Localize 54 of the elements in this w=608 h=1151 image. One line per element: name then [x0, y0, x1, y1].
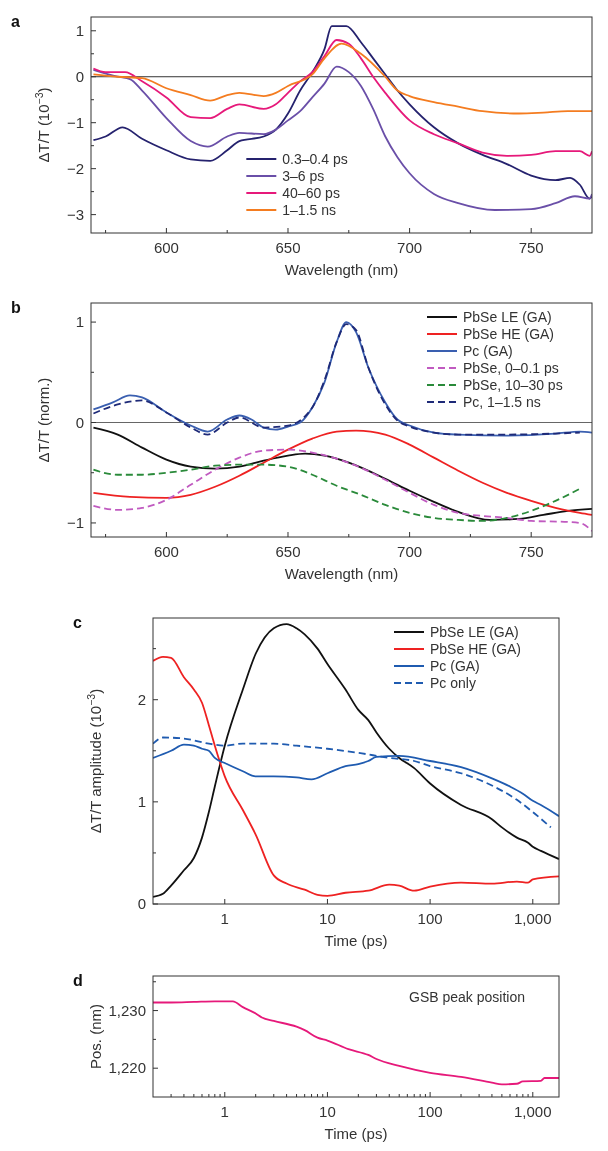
y-tick-label: 1,220 [108, 1059, 146, 1077]
x-axis-title: Wavelength (nm) [284, 261, 399, 278]
chart-title: d [73, 972, 83, 989]
x-axis-title: Wavelength (nm) [284, 565, 399, 582]
x-tick-label: 1 [220, 910, 229, 927]
legend-label: PbSe HE (GA) [430, 641, 522, 657]
legend-label: Pc (GA) [430, 658, 480, 674]
y-axis-title: Pos. (nm) [87, 1003, 104, 1070]
x-tick-label: 600 [153, 543, 179, 560]
x-tick-label: 750 [518, 543, 544, 560]
legend-label: Pc, 1–1.5 ns [463, 394, 541, 410]
x-tick-label: 600 [153, 239, 179, 256]
x-tick-label: 1,000 [514, 1103, 552, 1120]
annotation: GSB peak position [409, 989, 525, 1005]
legend-label: 0.3–0.4 ps [282, 151, 348, 167]
y-tick-label: −3 [66, 205, 84, 223]
y-tick-label: 0 [75, 413, 84, 431]
legend-label: PbSe, 0–0.1 ps [463, 360, 559, 376]
y-tick-label: 1 [75, 313, 84, 331]
x-tick-label: 750 [518, 239, 544, 256]
x-tick-label: 100 [417, 910, 443, 927]
x-tick-label: 10 [319, 1103, 336, 1120]
legend-label: 1–1.5 ns [282, 202, 337, 218]
x-tick-label: 650 [275, 543, 301, 560]
x-tick-label: 1 [220, 1103, 229, 1120]
legend-label: PbSe LE (GA) [430, 624, 519, 640]
x-tick-label: 650 [275, 239, 301, 256]
y-tick-label: 0 [137, 895, 146, 912]
legend-label: 40–60 ps [282, 185, 340, 201]
x-tick-label: 700 [397, 543, 423, 560]
y-tick-label: −1 [66, 513, 84, 531]
chart-title: b [11, 299, 21, 316]
x-tick-label: 100 [417, 1103, 443, 1120]
legend-label: 3–6 ps [282, 168, 325, 184]
legend-label: PbSe LE (GA) [463, 309, 552, 325]
legend-label: Pc (GA) [463, 343, 513, 359]
y-tick-label: −1 [66, 113, 84, 131]
x-axis-title: Time (ps) [324, 932, 388, 949]
legend-label: PbSe HE (GA) [463, 326, 555, 342]
y-tick-label: 2 [137, 690, 146, 708]
chart-title: c [73, 614, 82, 631]
x-axis-title: Time (ps) [324, 1125, 388, 1142]
y-tick-label: 1,230 [108, 1001, 146, 1019]
x-tick-label: 1,000 [514, 910, 552, 927]
y-axis-title: ΔT/T (norm.) [35, 377, 52, 463]
y-tick-label: 1 [75, 21, 84, 39]
y-tick-label: 0 [75, 67, 84, 85]
y-tick-label: −2 [66, 159, 84, 177]
legend-label: Pc only [430, 675, 476, 691]
legend-label: PbSe, 10–30 ps [463, 377, 563, 393]
chart-title: a [11, 13, 20, 30]
x-tick-label: 700 [397, 239, 423, 256]
x-tick-label: 10 [319, 910, 336, 927]
y-tick-label: 1 [137, 792, 146, 810]
